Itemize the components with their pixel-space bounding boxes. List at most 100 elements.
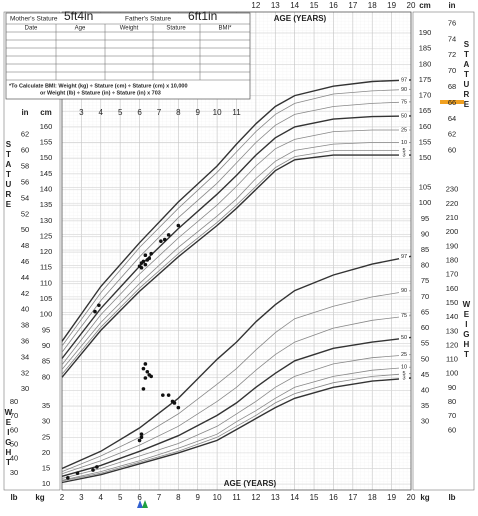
y-tick-label: 160 — [419, 122, 432, 131]
label-bg — [399, 112, 409, 119]
patient-point — [161, 393, 165, 397]
y-tick-label: 210 — [446, 213, 459, 222]
y-tick-label: 35 — [42, 401, 50, 410]
x-tick-label: 2 — [60, 493, 65, 502]
y-tick-label: 115 — [40, 263, 52, 272]
y-tick-label: 105 — [40, 294, 53, 303]
y-tick-label: 140 — [446, 312, 459, 321]
y-tick-label: 190 — [419, 28, 432, 37]
form-header: Weight — [120, 26, 139, 32]
y-tick-label: 74 — [448, 34, 456, 43]
patient-point — [162, 237, 167, 242]
y-tick-label: 85 — [42, 357, 50, 366]
x-tick-label: 19 — [387, 1, 396, 10]
y-tick-label: 25 — [42, 432, 50, 441]
y-tick-label: 110 — [40, 278, 52, 287]
y-tick-label: 180 — [419, 59, 432, 68]
unit-label: cm — [40, 108, 52, 117]
age-axis-title-top: AGE (YEARS) — [274, 14, 327, 23]
percentile-label: 50 — [401, 113, 407, 119]
target-height-marker — [440, 100, 464, 104]
y-tick-label: 60 — [448, 146, 456, 155]
y-tick-label: 66 — [448, 98, 456, 107]
percentile-curve — [61, 150, 411, 375]
percentile-label: 5 — [402, 148, 405, 154]
patient-point — [143, 262, 148, 267]
label-bg — [399, 86, 409, 93]
x-tick-label: 6 — [137, 108, 142, 117]
y-tick-label: 64 — [448, 114, 456, 123]
x-tick-label: 11 — [232, 108, 241, 117]
x-tick-label: 10 — [213, 493, 222, 502]
x-tick-label: 7 — [157, 108, 162, 117]
x-tick-label: 20 — [407, 1, 416, 10]
y-tick-label: 40 — [10, 454, 18, 463]
y-tick-label: 95 — [421, 214, 429, 223]
mother-value: 5ft4in — [64, 9, 93, 23]
label-bg — [399, 351, 409, 358]
left-scale-frame — [3, 11, 61, 491]
label-bg — [399, 374, 409, 381]
y-tick-label: 155 — [40, 138, 53, 147]
x-tick-label: 4 — [99, 108, 104, 117]
percentile-label: 10 — [401, 140, 407, 146]
y-tick-label: 50 — [421, 354, 429, 363]
patient-point — [137, 438, 142, 443]
y-tick-label: 10 — [42, 479, 50, 488]
label-bg — [399, 152, 409, 159]
percentile-label: 10 — [401, 365, 407, 371]
x-tick-label: 13 — [271, 1, 280, 10]
patient-point — [66, 476, 70, 480]
y-tick-label: 75 — [421, 276, 429, 285]
y-tick-label: 44 — [21, 273, 29, 282]
mother-label: Mother's Stature — [10, 16, 58, 23]
x-tick-label: 20 — [407, 493, 416, 502]
patient-point — [93, 309, 97, 314]
unit-label: kg — [35, 493, 44, 502]
label-bg — [399, 370, 409, 377]
percentile-curve — [61, 129, 411, 366]
y-tick-label: 130 — [40, 216, 53, 225]
x-tick-label: 18 — [368, 493, 377, 502]
x-tick-label: 8 — [176, 108, 181, 117]
y-tick-label: 90 — [421, 229, 429, 238]
y-tick-label: 34 — [21, 352, 29, 361]
y-tick-label: 52 — [21, 209, 29, 218]
x-tick-label: 7 — [157, 493, 162, 502]
percentile-curve — [61, 377, 412, 484]
patient-point — [97, 303, 101, 308]
percentile-curve — [61, 290, 412, 472]
x-tick-label: 11 — [232, 493, 241, 502]
patient-point — [166, 393, 171, 397]
y-tick-label: 76 — [448, 18, 456, 27]
patient-point — [139, 435, 144, 440]
x-tick-label: 10 — [213, 108, 222, 117]
y-tick-label: 160 — [40, 122, 53, 131]
percentile-curve — [61, 101, 412, 353]
y-tick-label: 40 — [21, 305, 29, 314]
y-tick-label: 220 — [446, 199, 459, 208]
percentile-curve — [61, 154, 411, 378]
x-tick-label: 18 — [368, 1, 377, 10]
x-tick-label: 16 — [329, 1, 338, 10]
y-tick-label: 72 — [448, 50, 456, 59]
y-tick-label: 35 — [421, 401, 429, 410]
y-tick-label: 165 — [419, 106, 432, 115]
y-tick-label: 170 — [419, 91, 432, 100]
y-tick-label: 150 — [419, 153, 432, 162]
y-tick-label: 180 — [446, 256, 459, 265]
y-tick-label: 70 — [448, 66, 456, 75]
form-header: Age — [75, 26, 86, 32]
y-tick-label: 120 — [40, 247, 53, 256]
y-tick-label: 20 — [42, 448, 50, 457]
patient-point — [176, 223, 181, 228]
father-label: Father's Stature — [125, 16, 171, 23]
y-tick-label: 32 — [21, 368, 29, 377]
percentile-curve — [61, 255, 412, 470]
x-tick-label: 17 — [348, 493, 357, 502]
y-tick-label: 68 — [448, 82, 456, 91]
y-tick-label: 90 — [448, 383, 456, 392]
father-value: 6ft1in — [188, 9, 217, 23]
y-tick-label: 80 — [421, 261, 429, 270]
patient-point — [159, 239, 163, 243]
